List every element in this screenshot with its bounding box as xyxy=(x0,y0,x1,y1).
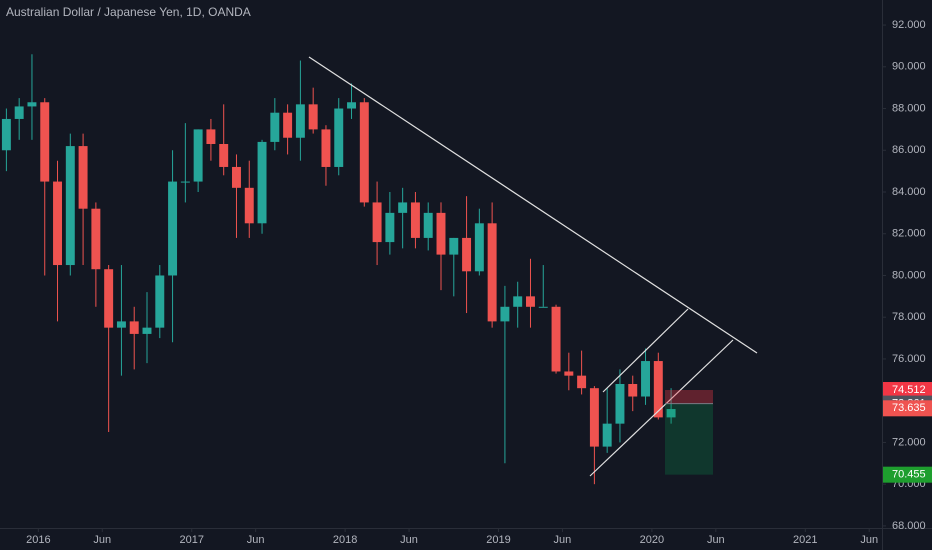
candle-body xyxy=(385,212,395,243)
candle-body xyxy=(65,146,75,266)
candle-body xyxy=(53,181,62,266)
trend-line xyxy=(308,56,758,354)
candle-body xyxy=(436,212,446,255)
candle-body xyxy=(500,306,510,322)
candle-body xyxy=(91,208,101,270)
candle-body xyxy=(104,269,114,328)
price-tag xyxy=(883,382,932,399)
x-tick-label: Jun xyxy=(554,534,572,546)
candle-body xyxy=(40,102,50,182)
x-tick-label: Jun xyxy=(400,534,418,546)
candle-body xyxy=(577,375,587,389)
candle-body xyxy=(142,327,152,334)
candle-body xyxy=(257,141,267,224)
candle-body xyxy=(270,112,280,142)
x-tick-label: 2017 xyxy=(179,534,203,546)
price-tag-label: 74.512 xyxy=(892,384,926,396)
candle-body xyxy=(116,321,126,328)
candle-body xyxy=(615,384,625,424)
y-tick-label: 88.000 xyxy=(892,102,926,114)
x-tick-label: Jun xyxy=(247,534,265,546)
price-tag-label: 70.455 xyxy=(892,469,926,481)
y-tick-label: 82.000 xyxy=(892,228,926,240)
candle-body xyxy=(180,181,190,183)
candle-body xyxy=(308,104,318,130)
candle-body xyxy=(628,384,638,397)
price-tag xyxy=(883,400,932,417)
candle-body xyxy=(474,223,484,272)
y-tick-label: 90.000 xyxy=(892,61,926,73)
candle-body xyxy=(295,104,305,138)
candle-body xyxy=(347,102,356,109)
y-tick-label: 84.000 xyxy=(892,186,926,198)
candle-body xyxy=(206,129,216,144)
y-tick-label: 68.000 xyxy=(892,520,926,532)
x-tick-label: Jun xyxy=(93,534,111,546)
candle-body xyxy=(564,371,574,376)
y-tick-label: 86.000 xyxy=(892,144,926,156)
candle-body xyxy=(27,102,37,107)
candle-body xyxy=(219,144,229,167)
candle-body xyxy=(78,146,88,209)
candle-body xyxy=(232,166,241,188)
x-tick-label: Jun xyxy=(860,534,878,546)
y-tick-label: 92.000 xyxy=(892,19,926,31)
y-tick-label: 72.000 xyxy=(892,436,926,448)
candle-body xyxy=(14,106,24,119)
plot-area xyxy=(1,54,676,485)
x-tick-label: 2020 xyxy=(640,534,664,546)
chart-title: Australian Dollar / Japanese Yen, 1D, OA… xyxy=(6,5,251,19)
candle-body xyxy=(193,129,203,182)
candle-body xyxy=(168,181,178,276)
y-tick-label: 80.000 xyxy=(892,269,926,281)
candle-body xyxy=(410,202,420,238)
candle-body xyxy=(398,202,408,213)
x-tick-label: 2016 xyxy=(26,534,50,546)
candle-body xyxy=(129,321,139,334)
target-zone xyxy=(665,403,713,475)
price-tag-label: 73.635 xyxy=(892,402,926,414)
candle-body xyxy=(462,237,472,272)
candle-body xyxy=(589,388,599,447)
candle-body xyxy=(155,275,165,328)
x-tick-label: 2018 xyxy=(333,534,357,546)
candle-body xyxy=(359,102,369,203)
x-tick-label: 2019 xyxy=(486,534,510,546)
candle-body xyxy=(449,237,459,255)
candle-body xyxy=(334,108,344,167)
candle-body xyxy=(641,361,650,397)
y-tick-label: 76.000 xyxy=(892,353,926,365)
candle-body xyxy=(666,409,676,418)
candle-body xyxy=(283,112,293,138)
candle-body xyxy=(602,423,612,447)
x-tick-label: Jun xyxy=(707,534,725,546)
candle-body xyxy=(513,296,523,307)
channel-line xyxy=(589,339,734,477)
candle-body xyxy=(321,129,331,167)
candle-body xyxy=(1,118,11,151)
candle-body xyxy=(538,306,548,308)
candle-body xyxy=(372,202,382,243)
candle-body xyxy=(653,361,663,418)
candle-body xyxy=(423,212,433,238)
channel-line xyxy=(602,308,689,393)
x-tick-label: 2021 xyxy=(793,534,817,546)
candle-body xyxy=(244,187,254,224)
candle-body xyxy=(487,223,497,322)
candle-body xyxy=(526,296,535,307)
stop-zone xyxy=(665,390,713,404)
y-tick-label: 78.000 xyxy=(892,311,926,323)
price-tag xyxy=(883,466,932,483)
candle-body xyxy=(551,306,561,372)
